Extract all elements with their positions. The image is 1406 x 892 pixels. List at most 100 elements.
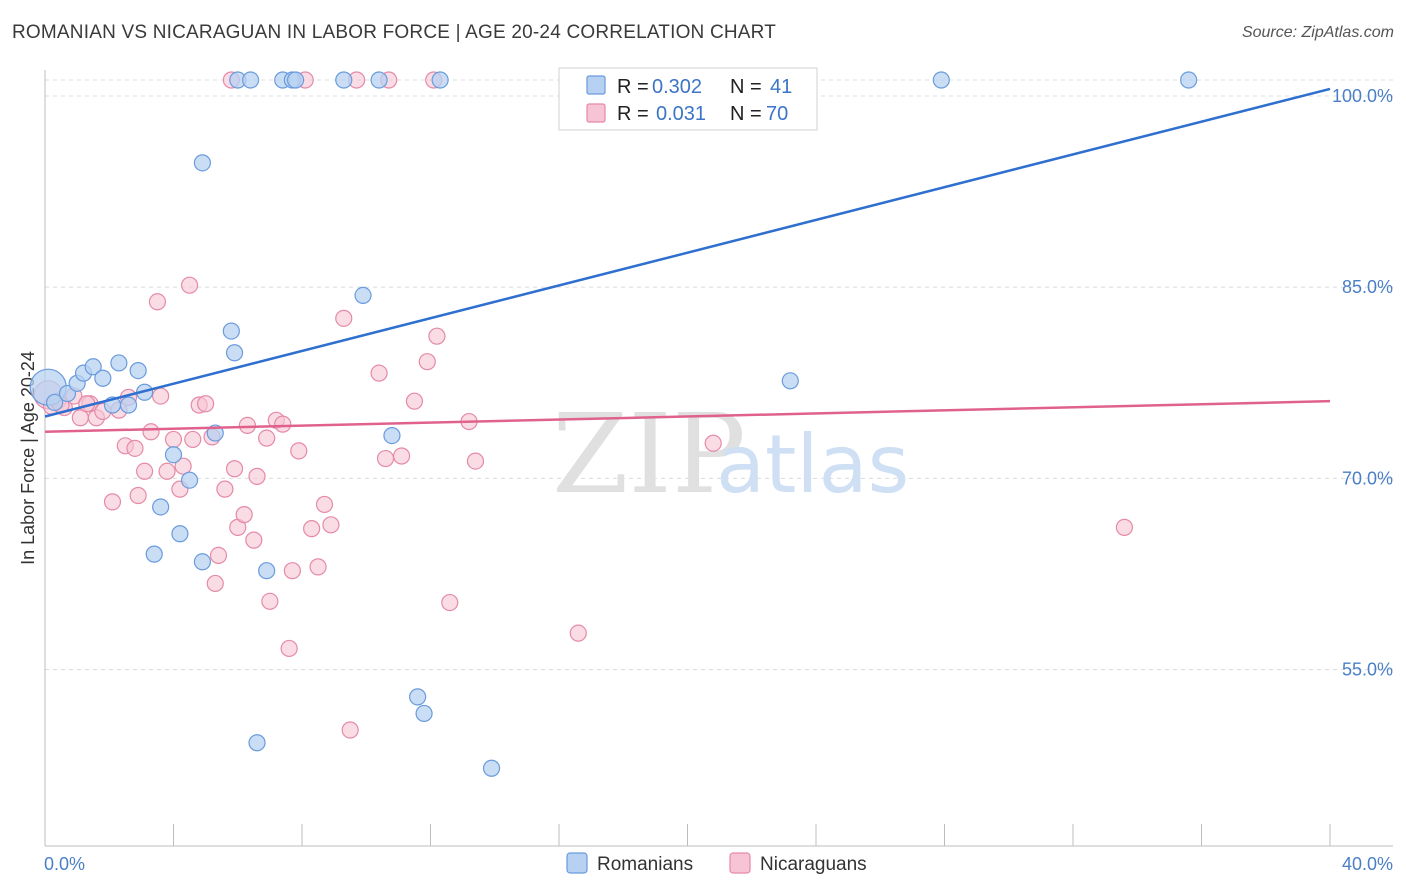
- legend-romanian-r-label: R =: [617, 76, 649, 98]
- romanian-point: [781, 372, 799, 390]
- romanian-point: [1180, 71, 1198, 89]
- romanian-point: [84, 358, 102, 376]
- y-tick-label-55: 55.0%: [1342, 660, 1393, 680]
- romanian-point: [46, 393, 64, 412]
- nicaraguan-point: [405, 392, 424, 410]
- romanian-point: [335, 71, 353, 89]
- nicaraguan-point: [216, 480, 234, 498]
- romanian-point: [258, 562, 276, 580]
- source-credit: Source: ZipAtlas.com: [1241, 24, 1394, 41]
- nicaraguan-point: [197, 395, 215, 413]
- romanian-trend-line: [44, 87, 1331, 418]
- y-tick-label-70: 70.0%: [1342, 468, 1393, 488]
- watermark-atlas: atlas: [716, 418, 909, 511]
- nicaraguan-point: [466, 452, 485, 470]
- watermark-zip: ZIP: [552, 390, 746, 518]
- romanian-point: [370, 71, 388, 89]
- nicaraguan-point: [274, 415, 292, 433]
- nicaraguan-point: [142, 423, 160, 441]
- bottom-legend-romanian-label: Romanians: [597, 854, 693, 875]
- nicaraguan-point: [174, 457, 192, 475]
- nicaraguan-point: [392, 447, 411, 465]
- nicaraguan-point: [248, 467, 266, 485]
- nicaraguan-point: [148, 293, 167, 311]
- romanian-point: [932, 71, 950, 89]
- romanian-point: [248, 734, 266, 752]
- romanian-point: [222, 322, 240, 340]
- nicaraguan-point: [1115, 518, 1134, 536]
- nicaraguan-point: [322, 516, 340, 534]
- grid-lines: [45, 79, 1393, 671]
- romanian-point: [171, 525, 189, 543]
- legend-nicaraguan-n-value: 70: [766, 103, 788, 125]
- romanian-point: [193, 553, 212, 571]
- romanian-point: [164, 446, 183, 464]
- nicaraguan-point: [341, 721, 359, 739]
- romanian-point: [286, 71, 305, 89]
- romanian-point: [119, 396, 138, 414]
- romanian-point: [180, 471, 199, 489]
- y-axis-tick-labels: 55.0% 70.0% 85.0% 100.0%: [1332, 86, 1393, 680]
- nicaraguan-point: [225, 460, 244, 478]
- romanian-point: [152, 498, 170, 516]
- nicaraguan-point: [126, 439, 144, 457]
- y-tick-label-85: 85.0%: [1342, 277, 1393, 297]
- y-axis-label: In Labor Force | Age 20-24: [18, 351, 38, 565]
- romanian-point: [94, 369, 112, 387]
- nicaraguan-point: [235, 506, 253, 524]
- chart-title: ROMANIAN VS NICARAGUAN IN LABOR FORCE | …: [12, 22, 777, 43]
- nicaraguan-point: [704, 434, 722, 452]
- legend-nicaraguan-n-label: N =: [730, 103, 762, 125]
- nicaraguan-point: [370, 364, 388, 382]
- nicaraguan-point: [303, 520, 321, 538]
- nicaraguan-point: [184, 430, 202, 449]
- nicaraguan-point: [376, 449, 395, 468]
- romanian-points: [29, 71, 1198, 777]
- nicaraguan-point: [418, 353, 436, 371]
- nicaraguan-point: [135, 462, 154, 480]
- romanian-point: [145, 545, 163, 563]
- nicaraguan-point: [261, 592, 279, 610]
- romanian-point: [242, 71, 260, 89]
- nicaraguan-point: [441, 593, 459, 612]
- legend-romanian-n-value: 41: [770, 76, 792, 98]
- x-tick-label-max: 40.0%: [1342, 854, 1393, 874]
- romanian-point: [193, 154, 212, 172]
- nicaraguan-point: [238, 416, 256, 435]
- romanian-point: [225, 344, 244, 362]
- nicaraguan-trend-line: [44, 399, 1331, 434]
- romanian-point: [129, 361, 147, 380]
- bottom-legend-romanian-swatch: [566, 852, 588, 874]
- nicaraguan-point: [258, 429, 276, 447]
- x-axis-ticks: [44, 824, 1331, 846]
- nicaraguan-point: [152, 387, 170, 405]
- x-tick-label-min: 0.0%: [44, 854, 85, 874]
- nicaraguan-point: [290, 442, 308, 460]
- legend-nicaraguan-swatch: [586, 103, 606, 123]
- top-legend: R = 0.302 N = 41 R = 0.031 N = 70: [558, 67, 818, 131]
- nicaraguan-point: [180, 276, 199, 294]
- romanian-point: [354, 286, 372, 304]
- nicaraguan-point: [129, 486, 147, 505]
- nicaraguan-point: [209, 546, 228, 565]
- nicaraguan-point: [428, 327, 446, 345]
- nicaraguan-point: [158, 462, 176, 480]
- nicaraguan-point: [335, 309, 353, 327]
- romanian-point: [431, 71, 449, 89]
- nicaraguan-point: [283, 562, 301, 580]
- nicaraguan-point: [206, 574, 224, 593]
- romanian-point: [415, 704, 433, 723]
- legend-romanian-n-label: N =: [730, 76, 762, 98]
- bottom-legend: Romanians Nicaraguans: [566, 852, 867, 875]
- legend-nicaraguan-r-value: 0.031: [656, 103, 706, 125]
- nicaraguan-point: [315, 495, 334, 514]
- romanian-point: [482, 759, 501, 777]
- legend-romanian-r-value: 0.302: [652, 76, 702, 98]
- legend-romanian-swatch: [586, 75, 606, 95]
- romanian-point: [409, 688, 427, 706]
- legend-nicaraguan-r-label: R =: [617, 103, 649, 125]
- romanian-point: [383, 426, 401, 445]
- nicaraguan-point: [569, 624, 587, 642]
- nicaraguan-point: [280, 639, 298, 658]
